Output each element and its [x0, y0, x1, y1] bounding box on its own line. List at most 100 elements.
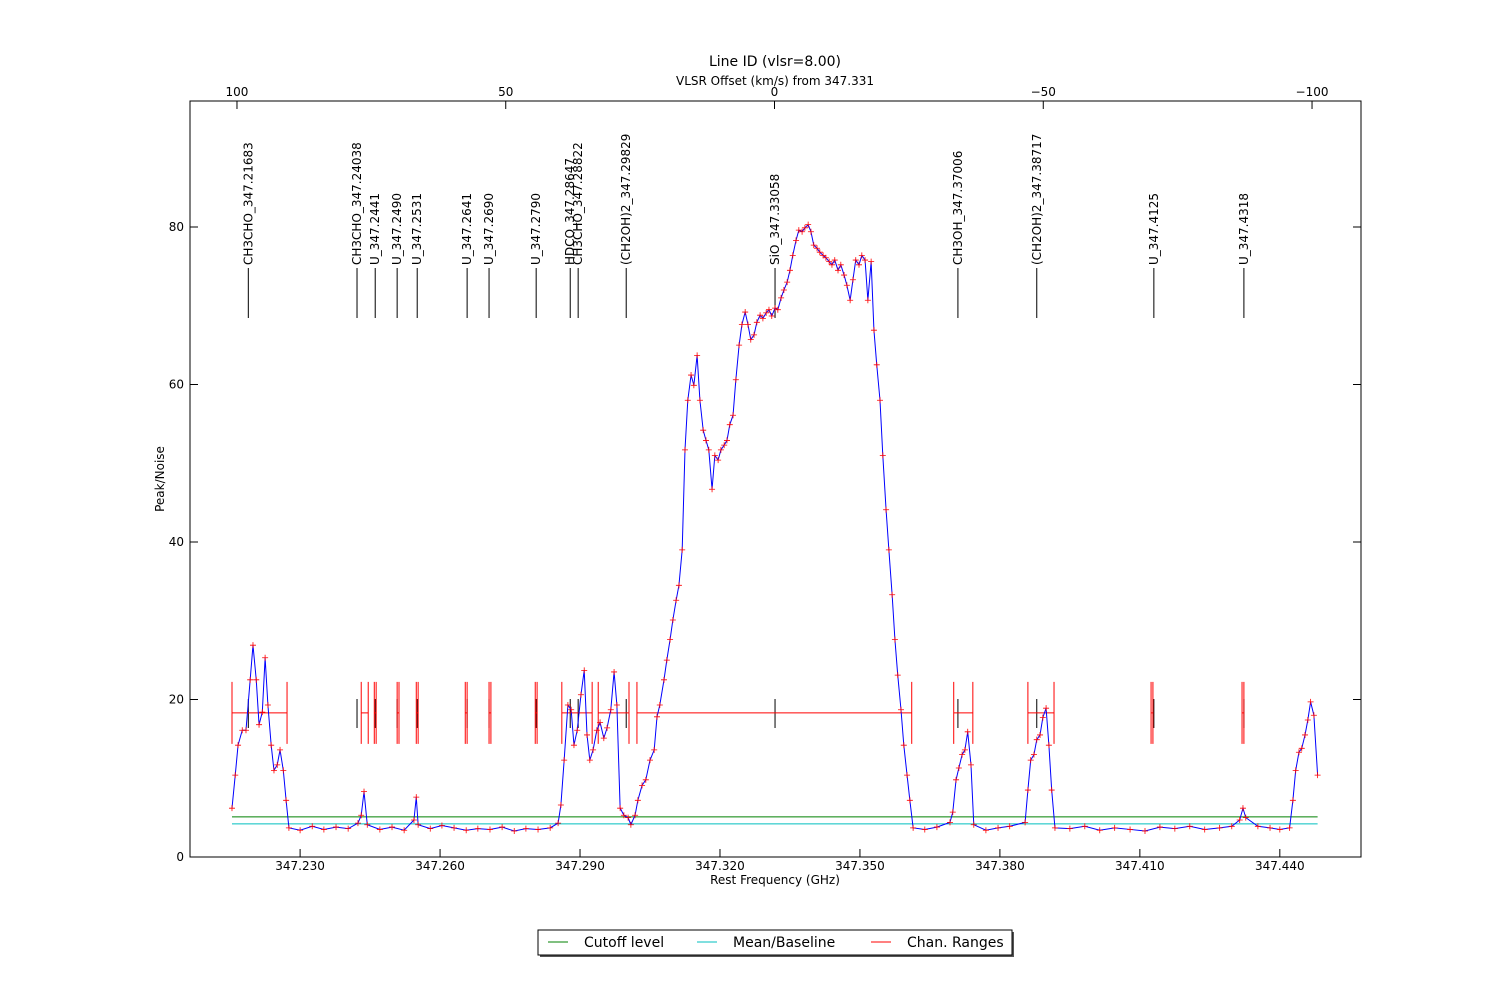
- line-id-label: (CH2OH)2_347.29829: [619, 134, 633, 265]
- spectrum-marker: [669, 616, 676, 623]
- spectrum-marker: [864, 297, 871, 304]
- spectrum-marker: [891, 636, 898, 643]
- spectrum-marker: [627, 821, 634, 828]
- spectrum-marker: [873, 361, 880, 368]
- x2-tick-label: 50: [498, 85, 513, 99]
- spectrum-marker: [438, 822, 445, 829]
- spectrum-marker: [786, 267, 793, 274]
- line-id-label: CH3OH_347.37006: [951, 151, 965, 265]
- spectrum-marker: [742, 309, 749, 316]
- line-id-label: U_347.2531: [410, 193, 424, 265]
- spectrum-marker: [280, 767, 287, 774]
- legend-label: Mean/Baseline: [733, 935, 835, 951]
- x2-tick-label: 100: [226, 85, 249, 99]
- spectrum-marker: [620, 812, 627, 819]
- spectrum-marker: [597, 719, 604, 726]
- x-tick-label: 347.380: [975, 859, 1025, 873]
- spectrum-marker: [690, 382, 697, 389]
- spectrum-marker: [535, 826, 542, 833]
- spectrum-marker: [451, 824, 458, 831]
- spectrum-marker: [264, 702, 271, 709]
- spectrum-marker: [849, 276, 856, 283]
- spectrum-marker: [415, 821, 422, 828]
- x2-tick-label: −50: [1031, 85, 1056, 99]
- spectrum-marker: [711, 452, 718, 459]
- spectrum-marker: [1302, 731, 1309, 738]
- spectrum-marker: [522, 825, 529, 832]
- x-tick-label: 347.440: [1255, 859, 1305, 873]
- spectrum-marker: [268, 742, 275, 749]
- spectrum-marker: [959, 751, 966, 758]
- spectrum-marker: [333, 824, 340, 831]
- spectrum-marker: [410, 816, 417, 823]
- spectrum-marker: [1289, 797, 1296, 804]
- spectrum-marker: [736, 342, 743, 349]
- spectrum-marker: [1006, 823, 1013, 830]
- spectrum-marker: [320, 826, 327, 833]
- x2-tick-label: 0: [771, 85, 779, 99]
- spectrum-marker: [885, 546, 892, 553]
- spectrum-marker: [413, 794, 420, 801]
- spectrum-marker: [1141, 828, 1148, 835]
- spectrum-marker: [843, 282, 850, 289]
- spectrum-marker: [933, 824, 940, 831]
- spectrum-marker: [883, 506, 890, 513]
- spectrum-marker: [763, 309, 770, 316]
- chart-subtitle: VLSR Offset (km/s) from 347.331: [676, 74, 874, 88]
- spectrum-marker: [1254, 823, 1261, 830]
- spectrum-marker: [1295, 749, 1302, 756]
- spectrum-marker: [784, 279, 791, 286]
- spectrum-marker: [696, 397, 703, 404]
- spectrum-marker: [894, 672, 901, 679]
- x-axis-label: Rest Frequency (GHz): [710, 873, 840, 887]
- line-id-label: U_347.2490: [390, 193, 404, 265]
- spectrum-marker: [715, 457, 722, 464]
- spectrum-marker: [345, 825, 352, 832]
- spectrum-marker: [611, 668, 618, 675]
- spectrum-marker: [822, 254, 829, 261]
- spectrum-marker: [228, 805, 235, 812]
- spectrum-marker: [547, 824, 554, 831]
- spectrum-marker: [232, 772, 239, 779]
- line-id-label: SiO_347.33058: [768, 174, 782, 265]
- spectrum-marker: [828, 261, 835, 268]
- spectrum-marker: [862, 257, 869, 264]
- spectrum-marker: [889, 591, 896, 598]
- spectrum-marker: [511, 828, 518, 835]
- spectrum-marker: [1030, 751, 1037, 758]
- spectrum-marker: [774, 306, 781, 313]
- spectrum-marker: [277, 746, 284, 753]
- legend-label: Cutoff level: [584, 935, 664, 951]
- spectrum-marker: [870, 327, 877, 334]
- spectrum-marker: [1027, 757, 1034, 764]
- spectrum-marker: [1276, 826, 1283, 833]
- spectrum-marker: [726, 421, 733, 428]
- spectrum-marker: [1201, 826, 1208, 833]
- x-tick-label: 347.350: [835, 859, 885, 873]
- spectrum-marker: [900, 742, 907, 749]
- spectrum-marker: [780, 287, 787, 293]
- spectrum-marker: [904, 772, 911, 779]
- spectrum-marker: [721, 442, 728, 449]
- spectrum-marker: [427, 825, 434, 832]
- spectrum-marker: [1096, 827, 1103, 834]
- spectrum-marker: [717, 446, 724, 453]
- spectrum-marker: [1186, 823, 1193, 830]
- spectrum-marker: [841, 272, 848, 279]
- spectrum-marker: [667, 636, 674, 643]
- spectrum-marker: [283, 797, 290, 804]
- spectrum-marker: [910, 824, 917, 831]
- y-tick-label: 20: [169, 693, 184, 707]
- spectrum-marker: [995, 824, 1002, 831]
- line-id-label: U_347.2690: [482, 193, 496, 265]
- spectrum-marker: [705, 446, 712, 453]
- spectrum-marker: [684, 397, 691, 404]
- spectrum-marker: [877, 397, 884, 404]
- spectrum-marker: [557, 802, 564, 809]
- spectrum-marker: [955, 765, 962, 772]
- spectrum-marker: [702, 437, 709, 444]
- spectrum-marker: [242, 727, 249, 734]
- line-id-label: CH3CHO_347.24038: [350, 142, 364, 265]
- spectrum-marker: [1298, 745, 1305, 752]
- spectrum-marker: [376, 826, 383, 833]
